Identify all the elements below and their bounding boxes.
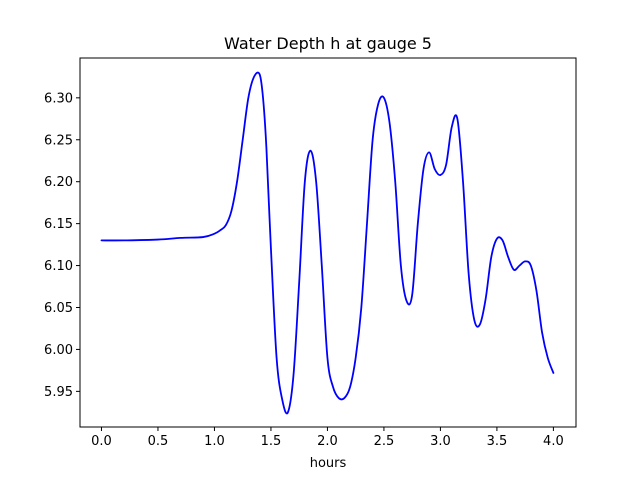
y-tick-label: 6.30	[44, 91, 73, 106]
x-tick-label: 2.0	[317, 434, 338, 449]
y-tick-label: 6.15	[44, 217, 73, 232]
x-axis-label: hours	[310, 456, 347, 471]
x-tick-label: 3.5	[487, 434, 508, 449]
x-tick-label: 3.0	[430, 434, 451, 449]
y-tick-label: 6.20	[44, 175, 73, 190]
x-tick-label: 2.5	[374, 434, 395, 449]
x-tick-label: 4.0	[543, 434, 564, 449]
y-axis-ticks: 5.95 6.00 6.05 6.10 6.15 6.20 6.25 6.30	[44, 91, 80, 400]
x-axis-ticks: 0.0 0.5 1.0 1.5 2.0 2.5 3.0 3.5 4.0	[91, 427, 564, 449]
plot-area	[100, 71, 555, 415]
y-tick-label: 6.05	[44, 301, 73, 316]
x-tick-label: 0.5	[148, 434, 169, 449]
plot-frame	[79, 57, 577, 428]
x-tick-label: 1.5	[261, 434, 282, 449]
y-tick-label: 5.95	[44, 385, 73, 400]
x-tick-label: 0.0	[91, 434, 112, 449]
series-line-water-depth	[100, 71, 555, 415]
y-tick-label: 6.00	[44, 343, 73, 358]
y-tick-label: 6.10	[44, 259, 73, 274]
chart-title: Water Depth h at gauge 5	[224, 34, 432, 53]
x-tick-label: 1.0	[204, 434, 225, 449]
y-tick-label: 6.25	[44, 133, 73, 148]
